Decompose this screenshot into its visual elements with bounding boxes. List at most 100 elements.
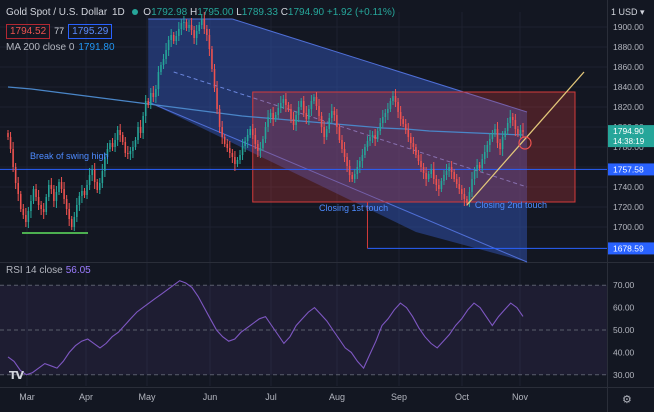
candle-body bbox=[280, 103, 282, 108]
candle-body bbox=[7, 133, 9, 137]
candle-body bbox=[506, 123, 509, 131]
candle-body bbox=[180, 23, 183, 29]
candle-body bbox=[450, 167, 453, 172]
candle-body bbox=[147, 101, 150, 105]
symbol-title[interactable]: Gold Spot / U.S. Dollar bbox=[6, 7, 108, 18]
candle-body bbox=[42, 209, 45, 212]
candle-body bbox=[473, 171, 476, 179]
candle-body bbox=[267, 117, 269, 127]
candle-body bbox=[213, 69, 216, 88]
candle-body bbox=[443, 175, 445, 181]
price-tick-label: 1720.00 bbox=[613, 202, 644, 212]
candle-body bbox=[504, 131, 506, 137]
candle-body bbox=[461, 189, 463, 194]
candle-body bbox=[98, 183, 101, 190]
candle-body bbox=[404, 124, 407, 130]
candle-body bbox=[231, 153, 234, 157]
candle-body bbox=[430, 169, 433, 174]
candle-body bbox=[448, 167, 450, 171]
candle-body bbox=[399, 112, 402, 119]
time-tick-label: Oct bbox=[455, 392, 470, 402]
candle-body bbox=[60, 182, 63, 189]
currency-menu[interactable]: 1 USD ▾ bbox=[611, 7, 645, 17]
candle-body bbox=[361, 155, 364, 161]
candle-body bbox=[106, 149, 109, 157]
candle-body bbox=[517, 129, 519, 134]
candle-body bbox=[336, 115, 338, 127]
candle-body bbox=[208, 35, 211, 49]
rsi-tick-label: 50.00 bbox=[613, 325, 635, 335]
candle-body bbox=[272, 113, 274, 119]
current-price-label: 1794.90 bbox=[613, 126, 644, 136]
trend-line bbox=[466, 71, 585, 206]
annotation-first-touch: Closing 1st touch bbox=[319, 203, 388, 213]
candle-body bbox=[476, 165, 478, 171]
level-price-box bbox=[608, 163, 654, 176]
candle-body bbox=[287, 105, 290, 109]
channel-mid-line bbox=[173, 71, 528, 188]
candle-body bbox=[55, 192, 58, 201]
candle-body bbox=[499, 143, 501, 149]
candle-body bbox=[420, 161, 422, 167]
candle-body bbox=[369, 137, 371, 141]
countdown-label: 14:38:19 bbox=[613, 137, 645, 146]
candle-body bbox=[14, 167, 17, 183]
level-price-label: 1678.59 bbox=[613, 243, 644, 253]
candle-body bbox=[40, 205, 42, 209]
candle-body bbox=[137, 127, 139, 140]
candle-body bbox=[333, 111, 336, 115]
price-axis[interactable]: 1700.001720.001740.001760.001780.001800.… bbox=[608, 22, 654, 380]
candle-body bbox=[246, 135, 249, 141]
candle-body bbox=[274, 115, 277, 119]
time-axis[interactable]: Mar Apr May Jun Jul Aug Sep Oct Nov bbox=[19, 392, 528, 402]
candle-body bbox=[244, 141, 246, 146]
candle-body bbox=[109, 143, 111, 149]
candle-body bbox=[353, 174, 356, 179]
candle-body bbox=[313, 97, 315, 101]
candle-body bbox=[491, 133, 494, 139]
time-tick-label: Jun bbox=[203, 392, 218, 402]
time-tick-label: Jul bbox=[265, 392, 277, 402]
candle-body bbox=[101, 171, 104, 183]
candle-body bbox=[519, 130, 522, 134]
candle-body bbox=[381, 117, 384, 123]
rsi-legend[interactable]: RSI 14 close 56.05 bbox=[6, 265, 91, 276]
candle-body bbox=[25, 215, 27, 222]
price-tick-label: 1700.00 bbox=[613, 222, 644, 232]
candle-body bbox=[88, 175, 91, 185]
timeframe-label[interactable]: 1D bbox=[111, 7, 125, 18]
candle-body bbox=[468, 192, 471, 203]
ma200-path bbox=[7, 86, 524, 136]
candle-body bbox=[435, 179, 438, 185]
candle-body bbox=[522, 130, 524, 133]
candle-body bbox=[211, 49, 213, 69]
gear-icon[interactable]: ⚙ bbox=[622, 394, 632, 406]
candle-body bbox=[48, 185, 50, 197]
candle-body bbox=[410, 137, 412, 143]
current-price-box bbox=[608, 125, 654, 148]
time-tick-label: Sep bbox=[391, 392, 407, 402]
annotation-second-touch: Closing 2nd touch bbox=[475, 200, 547, 210]
candle-body bbox=[157, 72, 160, 89]
candle-body bbox=[114, 140, 116, 147]
candle-body bbox=[119, 130, 121, 135]
time-tick-label: Aug bbox=[329, 392, 345, 402]
rsi-tick-label: 60.00 bbox=[613, 303, 635, 313]
candle-body bbox=[509, 117, 512, 123]
candle-body bbox=[389, 101, 392, 109]
candle-body bbox=[305, 113, 308, 119]
candle-body bbox=[132, 147, 134, 151]
ma-legend[interactable]: MA 200 close 0 1791.80 bbox=[6, 42, 115, 53]
buy-button[interactable]: 1795.29 bbox=[68, 24, 113, 39]
candle-body bbox=[188, 25, 190, 28]
candle-body bbox=[149, 93, 152, 105]
candle-body bbox=[302, 101, 305, 113]
price-tick-label: 1900.00 bbox=[613, 22, 644, 32]
candle-body bbox=[160, 65, 162, 72]
annotations: Break of swing high Closing 1st touch Clos… bbox=[30, 151, 547, 213]
rsi-tick-label: 40.00 bbox=[613, 347, 635, 357]
candle-body bbox=[139, 127, 142, 133]
sell-button[interactable]: 1794.52 bbox=[6, 24, 51, 39]
tradingview-logo[interactable]: TV bbox=[9, 369, 24, 382]
